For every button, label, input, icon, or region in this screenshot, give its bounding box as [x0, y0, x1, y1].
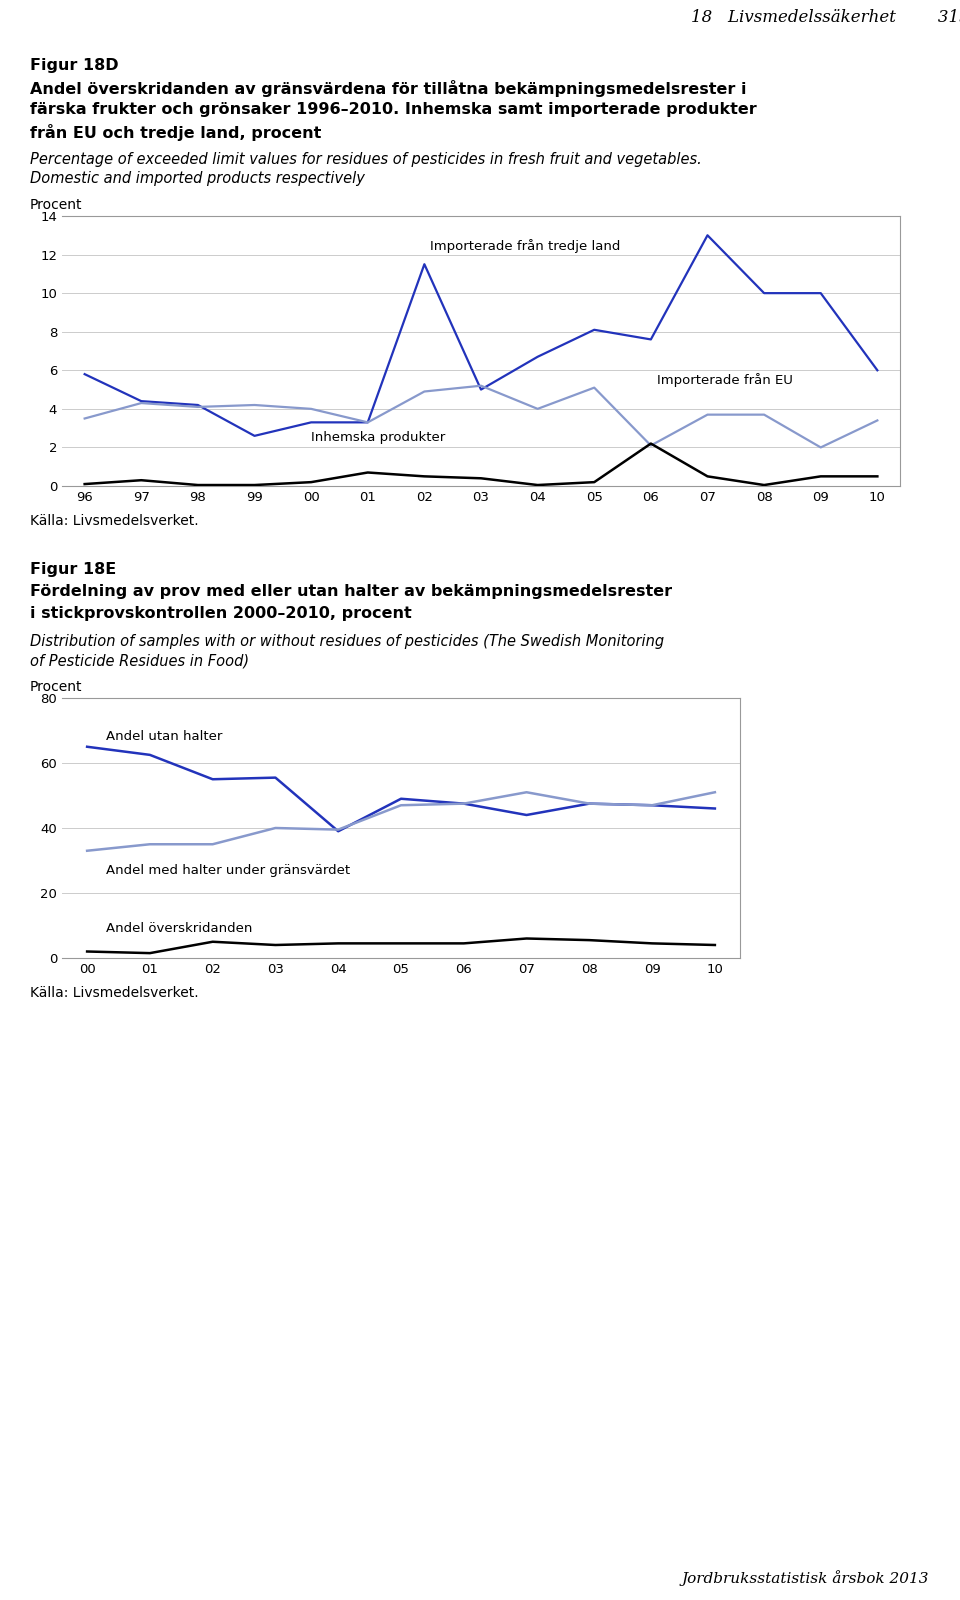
Text: från EU och tredje land, procent: från EU och tredje land, procent	[30, 125, 322, 141]
Text: Procent: Procent	[30, 198, 83, 211]
Text: Importerade från tredje land: Importerade från tredje land	[430, 238, 620, 253]
Text: Jordbruksstatistisk årsbok 2013: Jordbruksstatistisk årsbok 2013	[682, 1570, 929, 1586]
Text: Importerade från EU: Importerade från EU	[657, 373, 792, 387]
Text: Andel med halter under gränsvärdet: Andel med halter under gränsvärdet	[106, 864, 350, 877]
Text: Andel överskridanden av gränsvärdena för tillåtna bekämpningsmedelsrester i: Andel överskridanden av gränsvärdena för…	[30, 80, 747, 98]
Text: Källa: Livsmedelsverket.: Källa: Livsmedelsverket.	[30, 986, 199, 1000]
Text: Domestic and imported products respectively: Domestic and imported products respectiv…	[30, 171, 365, 186]
Text: Andel överskridanden: Andel överskridanden	[106, 922, 252, 936]
Text: Källa: Livsmedelsverket.: Källa: Livsmedelsverket.	[30, 514, 199, 528]
Text: Inhemska produkter: Inhemska produkter	[311, 432, 445, 445]
Text: Andel utan halter: Andel utan halter	[106, 731, 223, 744]
Text: färska frukter och grönsaker 1996–2010. Inhemska samt importerade produkter: färska frukter och grönsaker 1996–2010. …	[30, 102, 756, 117]
Text: Percentage of exceeded limit values for residues of pesticides in fresh fruit an: Percentage of exceeded limit values for …	[30, 152, 702, 166]
Text: of Pesticide Residues in Food): of Pesticide Residues in Food)	[30, 653, 250, 669]
Text: 18   Livsmedelssäkerhet        315: 18 Livsmedelssäkerhet 315	[691, 10, 960, 27]
Text: Procent: Procent	[30, 680, 83, 694]
Text: Fördelning av prov med eller utan halter av bekämpningsmedelsrester: Fördelning av prov med eller utan halter…	[30, 584, 672, 598]
Text: Distribution of samples with or without residues of pesticides (The Swedish Moni: Distribution of samples with or without …	[30, 634, 664, 650]
Text: i stickprovskontrollen 2000–2010, procent: i stickprovskontrollen 2000–2010, procen…	[30, 606, 412, 621]
Text: Figur 18E: Figur 18E	[30, 562, 116, 578]
Text: Figur 18D: Figur 18D	[30, 58, 119, 74]
